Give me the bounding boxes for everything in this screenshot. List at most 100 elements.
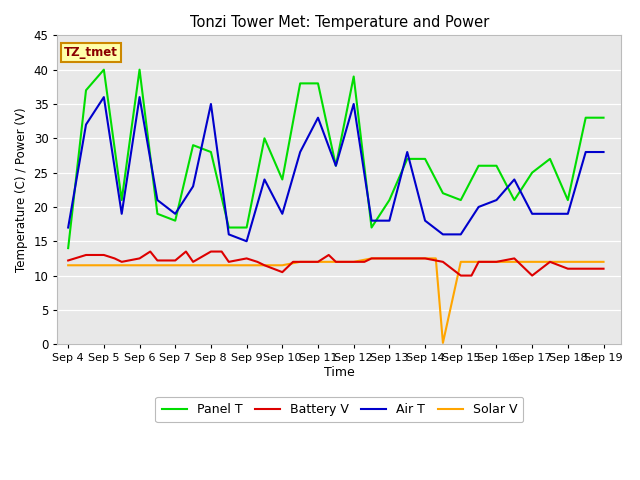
Battery V — [253, 259, 261, 265]
Air T — [100, 94, 108, 100]
Battery V — [278, 269, 286, 275]
Line: Panel T: Panel T — [68, 70, 604, 248]
Solar V — [368, 255, 376, 261]
Air T — [243, 239, 250, 244]
Text: TZ_tmet: TZ_tmet — [64, 46, 118, 59]
Air T — [189, 183, 197, 189]
Battery V — [82, 252, 90, 258]
Panel T — [385, 197, 393, 203]
Battery V — [243, 255, 250, 261]
Air T — [136, 94, 143, 100]
Legend: Panel T, Battery V, Air T, Solar V: Panel T, Battery V, Air T, Solar V — [156, 397, 524, 422]
Solar V — [65, 263, 72, 268]
Battery V — [225, 259, 232, 265]
Battery V — [528, 273, 536, 278]
Panel T — [528, 170, 536, 176]
Air T — [385, 218, 393, 224]
Solar V — [421, 255, 429, 261]
Solar V — [189, 263, 197, 268]
Solar V — [118, 263, 125, 268]
Solar V — [385, 255, 393, 261]
Panel T — [82, 87, 90, 93]
Line: Air T: Air T — [68, 97, 604, 241]
Panel T — [260, 135, 268, 141]
Air T — [582, 149, 589, 155]
Solar V — [332, 259, 340, 265]
Air T — [65, 225, 72, 230]
Solar V — [582, 259, 589, 265]
Solar V — [154, 263, 161, 268]
Air T — [314, 115, 322, 120]
Battery V — [368, 255, 376, 261]
Battery V — [100, 252, 108, 258]
Battery V — [325, 252, 333, 258]
Battery V — [564, 266, 572, 272]
Battery V — [332, 259, 340, 265]
Battery V — [207, 249, 215, 254]
Panel T — [118, 197, 125, 203]
Battery V — [289, 259, 297, 265]
Solar V — [225, 263, 232, 268]
Battery V — [439, 259, 447, 265]
Solar V — [457, 259, 465, 265]
Solar V — [546, 259, 554, 265]
Air T — [260, 177, 268, 182]
Panel T — [457, 197, 465, 203]
Air T — [511, 177, 518, 182]
Panel T — [332, 163, 340, 168]
Solar V — [314, 259, 322, 265]
X-axis label: Time: Time — [324, 366, 355, 379]
Battery V — [189, 259, 197, 265]
Line: Solar V: Solar V — [68, 258, 604, 343]
Battery V — [260, 263, 268, 268]
Panel T — [511, 197, 518, 203]
Battery V — [154, 258, 161, 264]
Panel T — [582, 115, 589, 120]
Battery V — [118, 259, 125, 265]
Solar V — [296, 259, 304, 265]
Panel T — [136, 67, 143, 72]
Air T — [82, 122, 90, 128]
Air T — [154, 197, 161, 203]
Air T — [403, 149, 411, 155]
Panel T — [546, 156, 554, 162]
Battery V — [360, 259, 368, 265]
Panel T — [600, 115, 607, 120]
Solar V — [243, 263, 250, 268]
Battery V — [296, 259, 304, 265]
Solar V — [439, 340, 447, 346]
Battery V — [350, 259, 358, 265]
Air T — [475, 204, 483, 210]
Air T — [172, 211, 179, 216]
Solar V — [564, 259, 572, 265]
Y-axis label: Temperature (C) / Power (V): Temperature (C) / Power (V) — [15, 108, 28, 272]
Battery V — [546, 259, 554, 265]
Line: Battery V: Battery V — [68, 252, 604, 276]
Solar V — [511, 259, 518, 265]
Battery V — [385, 255, 393, 261]
Panel T — [314, 81, 322, 86]
Solar V — [207, 263, 215, 268]
Air T — [225, 231, 232, 237]
Solar V — [475, 259, 483, 265]
Air T — [207, 101, 215, 107]
Battery V — [511, 255, 518, 261]
Solar V — [432, 255, 440, 261]
Panel T — [350, 73, 358, 79]
Air T — [368, 218, 376, 224]
Solar V — [403, 255, 411, 261]
Air T — [296, 149, 304, 155]
Battery V — [421, 255, 429, 261]
Solar V — [136, 263, 143, 268]
Solar V — [100, 263, 108, 268]
Battery V — [147, 249, 154, 254]
Panel T — [225, 225, 232, 230]
Solar V — [260, 263, 268, 268]
Battery V — [457, 273, 465, 278]
Battery V — [468, 273, 476, 278]
Panel T — [100, 67, 108, 72]
Panel T — [564, 197, 572, 203]
Panel T — [65, 245, 72, 251]
Solar V — [82, 263, 90, 268]
Battery V — [475, 259, 483, 265]
